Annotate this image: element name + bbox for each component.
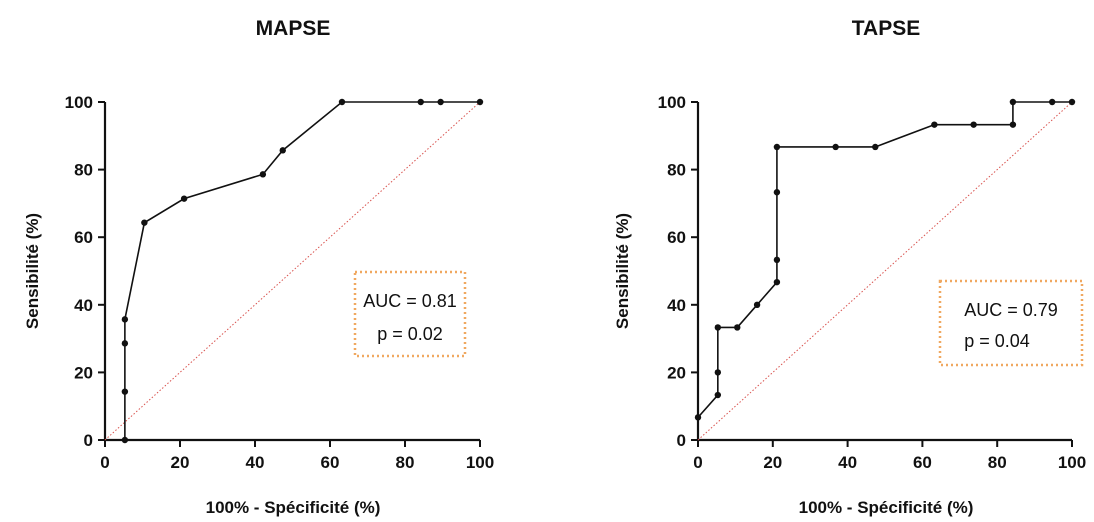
tick-layer: 0 20 40 60 80 100 0 20 40 60 80 100 — [65, 93, 495, 472]
tick-layer: 0 20 40 60 80 100 0 20 40 60 80 100 — [658, 93, 1087, 472]
x-tick-label: 100 — [1058, 453, 1086, 472]
x-tick-label: 80 — [988, 453, 1007, 472]
roc-data-point — [753, 301, 761, 308]
roc-data-point — [121, 340, 129, 347]
roc-data-point — [714, 391, 722, 399]
roc-data-point — [773, 143, 781, 151]
roc-data-point — [180, 195, 188, 202]
y-tick-label: 80 — [667, 161, 686, 180]
roc-data-point — [338, 98, 346, 106]
roc-data-point — [121, 388, 129, 395]
x-tick-label: 40 — [246, 453, 265, 472]
auc-label: AUC = 0.81 — [363, 291, 457, 311]
y-axis-title: Sensibilité (%) — [23, 213, 42, 329]
y-tick-label: 40 — [667, 296, 686, 315]
x-tick-label: 60 — [321, 453, 340, 472]
annotation-box: AUC = 0.81 p = 0.02 — [353, 270, 467, 358]
y-tick-label: 60 — [667, 228, 686, 247]
annotation-border — [353, 270, 467, 358]
roc-data-point — [773, 256, 781, 264]
roc-data-point — [141, 219, 148, 226]
chart-panel-tapse: TAPSE 100% - Spécificité (%) Sensibilité… — [613, 17, 1086, 517]
roc-data-point — [832, 143, 839, 151]
x-tick-label: 60 — [913, 453, 932, 472]
x-tick-label: 40 — [838, 453, 857, 472]
x-tick-label: 0 — [100, 453, 109, 472]
x-tick-label: 80 — [396, 453, 415, 472]
y-tick-label: 0 — [84, 431, 93, 450]
y-tick-label: 100 — [658, 93, 686, 112]
y-axis-title: Sensibilité (%) — [613, 213, 632, 329]
roc-data-point — [437, 98, 444, 106]
roc-data-point — [773, 278, 781, 286]
roc-data-point — [872, 143, 879, 151]
roc-data-point — [970, 121, 977, 128]
roc-data-point — [773, 189, 781, 196]
roc-data-point — [734, 324, 741, 331]
roc-curve-line — [697, 101, 1072, 418]
roc-data-point — [714, 324, 722, 331]
roc-data-point — [121, 316, 129, 323]
plot-layer — [104, 98, 484, 444]
x-tick-label: 20 — [763, 453, 782, 472]
plot-layer — [694, 98, 1076, 441]
reference-diagonal-line — [104, 101, 481, 441]
roc-data-point — [931, 121, 938, 128]
annotation-border — [938, 279, 1084, 367]
roc-data-point — [694, 414, 702, 421]
reference-diagonal-line — [697, 101, 1073, 441]
chart-title: MAPSE — [256, 17, 331, 40]
auc-label: AUC = 0.79 — [964, 300, 1058, 320]
annotation-box: AUC = 0.79 p = 0.04 — [938, 279, 1084, 367]
x-tick-label: 20 — [171, 453, 190, 472]
roc-data-point — [121, 436, 129, 444]
roc-data-point — [417, 98, 424, 106]
roc-data-point — [714, 369, 722, 376]
y-tick-label: 20 — [667, 363, 686, 382]
y-tick-label: 100 — [65, 93, 93, 112]
x-axis-title: 100% - Spécificité (%) — [799, 498, 974, 517]
chart-title: TAPSE — [852, 17, 920, 40]
p-value-label: p = 0.02 — [377, 324, 443, 344]
chart-panel-mapse: MAPSE 100% - Spécificité (%) Sensibilité… — [23, 17, 494, 517]
p-value-label: p = 0.04 — [964, 331, 1030, 351]
y-tick-label: 0 — [677, 431, 686, 450]
roc-data-point — [1048, 98, 1056, 106]
roc-data-point — [1068, 98, 1076, 106]
roc-curve-line — [124, 101, 480, 440]
y-tick-label: 60 — [74, 228, 93, 247]
y-tick-label: 80 — [74, 161, 93, 180]
y-tick-label: 20 — [74, 363, 93, 382]
x-axis-title: 100% - Spécificité (%) — [206, 498, 381, 517]
roc-data-point — [1009, 98, 1017, 106]
y-tick-label: 40 — [74, 296, 93, 315]
roc-data-point — [279, 147, 286, 154]
roc-data-point — [1009, 121, 1017, 128]
roc-data-point — [476, 98, 484, 106]
roc-data-point — [259, 171, 267, 178]
x-tick-label: 100 — [466, 453, 494, 472]
x-tick-label: 0 — [693, 453, 702, 472]
